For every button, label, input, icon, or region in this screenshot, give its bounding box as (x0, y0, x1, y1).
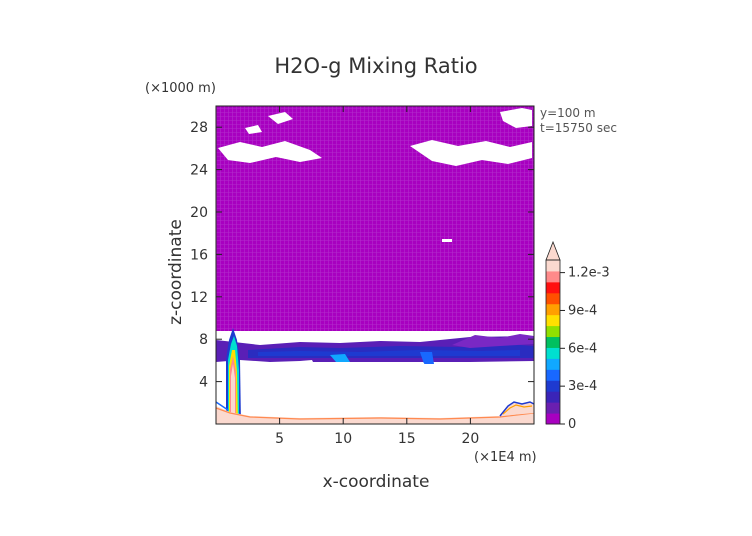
x-axis-label: x-coordinate (323, 472, 430, 492)
colorbar-segment (546, 391, 560, 403)
colorbar-segment (546, 314, 560, 327)
surface-layer (215, 401, 535, 424)
annotation-y: y=100 m (540, 106, 596, 120)
colorbar-segment (546, 336, 560, 348)
colorbar-tick-label: 3e-4 (568, 379, 597, 394)
plot-frame (215, 105, 535, 425)
y-axis: 4 8 12 16 20 24 28 (190, 120, 534, 391)
moist-layer-field (216, 360, 534, 424)
y-tick-label: 4 (199, 375, 208, 391)
y-tick-label: 24 (190, 163, 208, 179)
colorbar-segment (546, 369, 560, 381)
colorbar-tick-label: 6e-4 (568, 341, 597, 356)
colorbar-segment (546, 292, 560, 305)
colorbar-segment (546, 413, 560, 425)
y-tick-label: 20 (190, 205, 208, 221)
x-tick-label: 10 (334, 431, 352, 447)
colorbar-segment (546, 402, 560, 414)
upper-layer-field (216, 106, 534, 331)
y-tick-label: 8 (199, 332, 208, 348)
y-axis-label: z-coordinate (166, 219, 186, 325)
x-tick-label: 20 (461, 431, 479, 447)
colorbar-extend-arrow (545, 240, 561, 261)
y-tick-label: 16 (190, 247, 208, 263)
colorbar-segment (546, 358, 560, 370)
annotation-t: t=15750 sec (540, 121, 617, 135)
colorbar-segment (546, 270, 560, 283)
x-tick-label: 5 (275, 431, 284, 447)
x-axis: 5 10 15 20 (275, 106, 479, 447)
upper-white-patches (218, 108, 532, 242)
colorbar-segment (546, 325, 560, 338)
colorbar-segment (546, 281, 560, 294)
transition-band (216, 334, 534, 364)
x-tick-label: 15 (398, 431, 416, 447)
x-unit-label: (×1E4 m) (474, 450, 537, 465)
colorbar-segment (546, 260, 560, 272)
colorbar-segment (546, 347, 560, 359)
colorbar-tick-label: 0 (568, 417, 576, 432)
colorbar-tick-label: 9e-4 (568, 303, 597, 318)
colorbar-tick-label: 1.2e-3 (568, 266, 610, 281)
peak-column (226, 328, 241, 424)
y-unit-label: (×1000 m) (145, 81, 216, 96)
colorbar-segment (546, 380, 560, 392)
plot-area (215, 105, 535, 425)
colorbar-frame (545, 259, 561, 425)
y-tick-label: 28 (190, 120, 208, 136)
chart-title: H2O-g Mixing Ratio (274, 54, 477, 78)
colorbar-segment (546, 303, 560, 316)
colorbar: 0 3e-4 6e-4 9e-4 1.2e-3 (545, 240, 610, 432)
y-tick-label: 12 (190, 290, 208, 306)
